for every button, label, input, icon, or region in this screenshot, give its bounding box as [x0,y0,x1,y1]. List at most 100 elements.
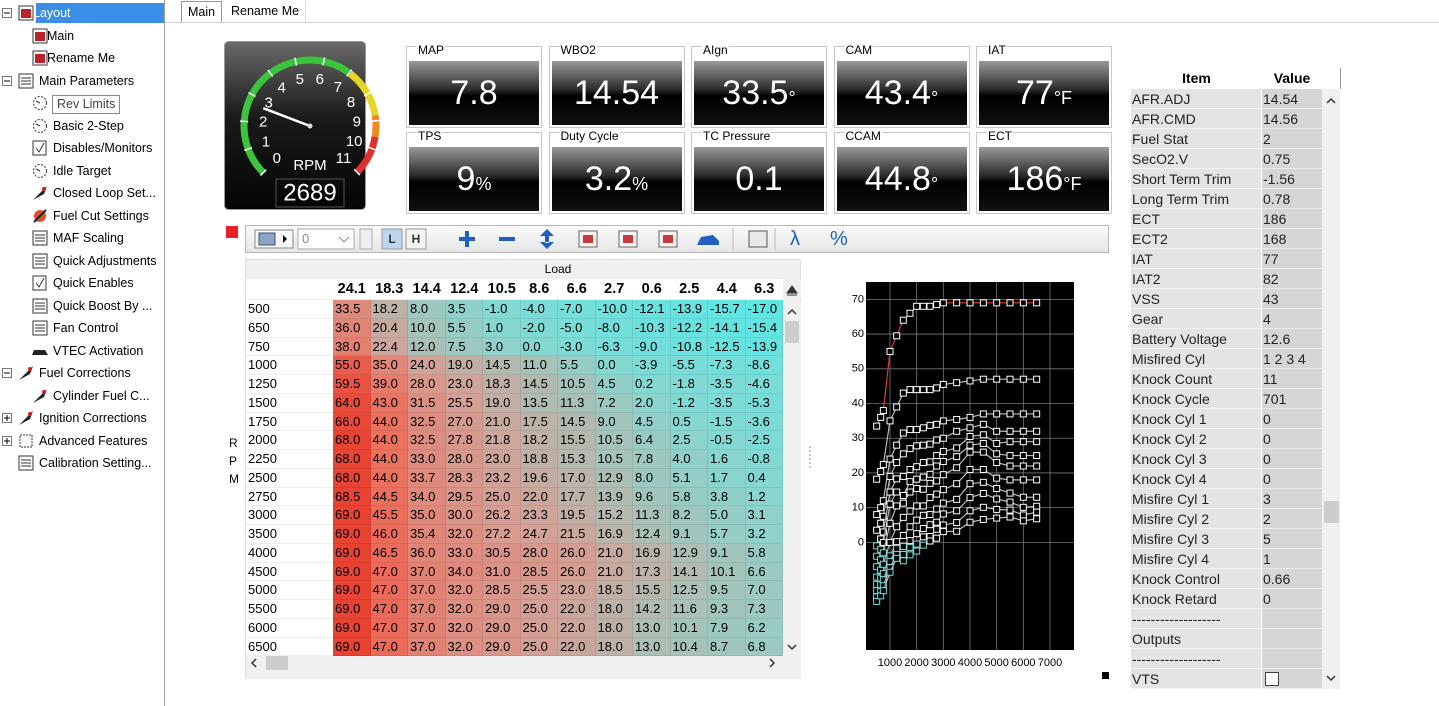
table-cell[interactable]: 3.8 [708,487,746,507]
table-cell[interactable]: 32.0 [445,525,483,544]
table-cell[interactable]: -1.2 [670,393,708,413]
table-cell[interactable]: 18.3 [483,375,521,394]
table-cell[interactable]: -15.4 [745,318,783,338]
table-cell[interactable]: 12.9 [670,543,708,563]
table-cell[interactable]: 12.9 [595,468,633,488]
table-cell[interactable]: 3.5 [445,300,483,319]
table-cell[interactable]: 18.0 [595,637,633,657]
table-cell[interactable]: 17.3 [633,562,671,582]
table-cell[interactable]: 12.4 [633,525,671,544]
table-cell[interactable]: 68.5 [333,487,371,507]
table-cell[interactable]: 23.3 [520,506,558,525]
table-cell[interactable]: 26.0 [558,562,596,582]
table-cell[interactable]: 13.9 [595,487,633,507]
table-cell[interactable]: 10.5 [595,431,633,450]
table-cell[interactable]: 0.5 [670,412,708,432]
table-cell[interactable]: 25.0 [520,618,558,638]
table-cell[interactable]: 46.0 [370,525,408,544]
table-cell[interactable]: 15.2 [595,506,633,525]
table-cell[interactable]: 17.7 [558,487,596,507]
table-cell[interactable]: 13.5 [520,393,558,413]
table-cell[interactable]: 34.0 [445,562,483,582]
table-cell[interactable]: -3.0 [558,337,596,357]
table-cell[interactable]: 32.0 [445,600,483,619]
table-cell[interactable]: 59.5 [333,375,371,394]
table-cell[interactable]: 6.4 [633,431,671,450]
table-cell[interactable]: 9.1 [708,543,746,563]
table-cell[interactable]: 47.0 [370,600,408,619]
table-cell[interactable]: 15.5 [633,581,671,600]
table-cell[interactable]: 5.8 [745,543,783,563]
table-cell[interactable]: 19.0 [483,393,521,413]
table-cell[interactable]: -1.0 [483,300,521,319]
table-cell[interactable]: 29.0 [483,637,521,657]
table-cell[interactable]: 14.2 [633,600,671,619]
table-cell[interactable]: 25.0 [520,600,558,619]
table-cell[interactable]: 7.5 [445,337,483,357]
table-cell[interactable]: 68.0 [333,431,371,450]
table-cell[interactable]: 33.0 [445,543,483,563]
table-cell[interactable]: 4.5 [633,412,671,432]
table-cell[interactable]: 9.3 [708,600,746,619]
table-cell[interactable]: 32.5 [408,431,446,450]
table-cell[interactable]: 69.0 [333,637,371,657]
table-cell[interactable]: 3.1 [745,506,783,525]
toolbar-button-label[interactable]: L [388,232,396,246]
table-cell[interactable]: 22.4 [370,337,408,357]
table-cell[interactable]: -10.0 [595,300,633,319]
table-cell[interactable]: 7.3 [745,600,783,619]
table-cell[interactable]: 7.8 [633,450,671,469]
table-cell[interactable]: -2.5 [745,431,783,450]
table-cell[interactable]: 27.8 [445,431,483,450]
tab[interactable]: Main [181,1,223,22]
table-cell[interactable]: 28.3 [445,468,483,488]
table-cell[interactable]: 2.5 [670,431,708,450]
table-cell[interactable]: 29.0 [483,618,521,638]
table-cell[interactable]: 26.0 [558,543,596,563]
table-cell[interactable]: 26.2 [483,506,521,525]
table-cell[interactable]: 36.0 [333,318,371,338]
table-cell[interactable]: 8.0 [633,468,671,488]
table-cell[interactable]: 16.9 [633,543,671,563]
table-cell[interactable]: 64.0 [333,393,371,413]
table-cell[interactable]: 29.5 [445,487,483,507]
table-cell[interactable]: 69.0 [333,525,371,544]
table-cell[interactable]: 9.5 [708,581,746,600]
table-cell[interactable]: 18.2 [520,431,558,450]
table-cell[interactable]: 46.5 [370,543,408,563]
table-cell[interactable]: 6.2 [745,618,783,638]
toolbar-symbol[interactable]: % [830,228,848,250]
table-cell[interactable]: 21.0 [595,562,633,582]
table-cell[interactable]: 31.5 [408,393,446,413]
table-cell[interactable]: 37.0 [408,637,446,657]
table-cell[interactable]: 0.0 [520,337,558,357]
table-cell[interactable]: 8.7 [708,637,746,657]
table-cell[interactable]: 22.0 [520,487,558,507]
table-cell[interactable]: 21.0 [595,543,633,563]
table-cell[interactable]: 9.6 [633,487,671,507]
table-cell[interactable]: 30.0 [445,506,483,525]
table-cell[interactable]: -5.3 [745,393,783,413]
table-cell[interactable]: 44.0 [370,431,408,450]
table-cell[interactable]: 27.2 [483,525,521,544]
table-cell[interactable]: -0.8 [745,450,783,469]
table-cell[interactable]: 25.5 [520,581,558,600]
table-cell[interactable]: -17.0 [745,300,783,319]
table-cell[interactable]: 19.6 [520,468,558,488]
table-cell[interactable]: 14.5 [483,356,521,375]
table-cell[interactable]: 32.5 [408,412,446,432]
table-cell[interactable]: 25.0 [520,637,558,657]
table-cell[interactable]: 69.0 [333,506,371,525]
table-cell[interactable]: 28.5 [483,581,521,600]
table-cell[interactable]: 44.5 [370,487,408,507]
table-cell[interactable]: -5.0 [558,318,596,338]
table-cell[interactable]: 28.5 [520,562,558,582]
table-cell[interactable]: 36.0 [408,543,446,563]
table-cell[interactable]: 35.0 [370,356,408,375]
table-cell[interactable]: 23.0 [445,375,483,394]
table-cell[interactable]: 32.0 [445,637,483,657]
table-cell[interactable]: 24.7 [520,525,558,544]
table-cell[interactable]: -6.3 [595,337,633,357]
table-cell[interactable]: 68.0 [333,468,371,488]
table-cell[interactable]: -13.9 [745,337,783,357]
